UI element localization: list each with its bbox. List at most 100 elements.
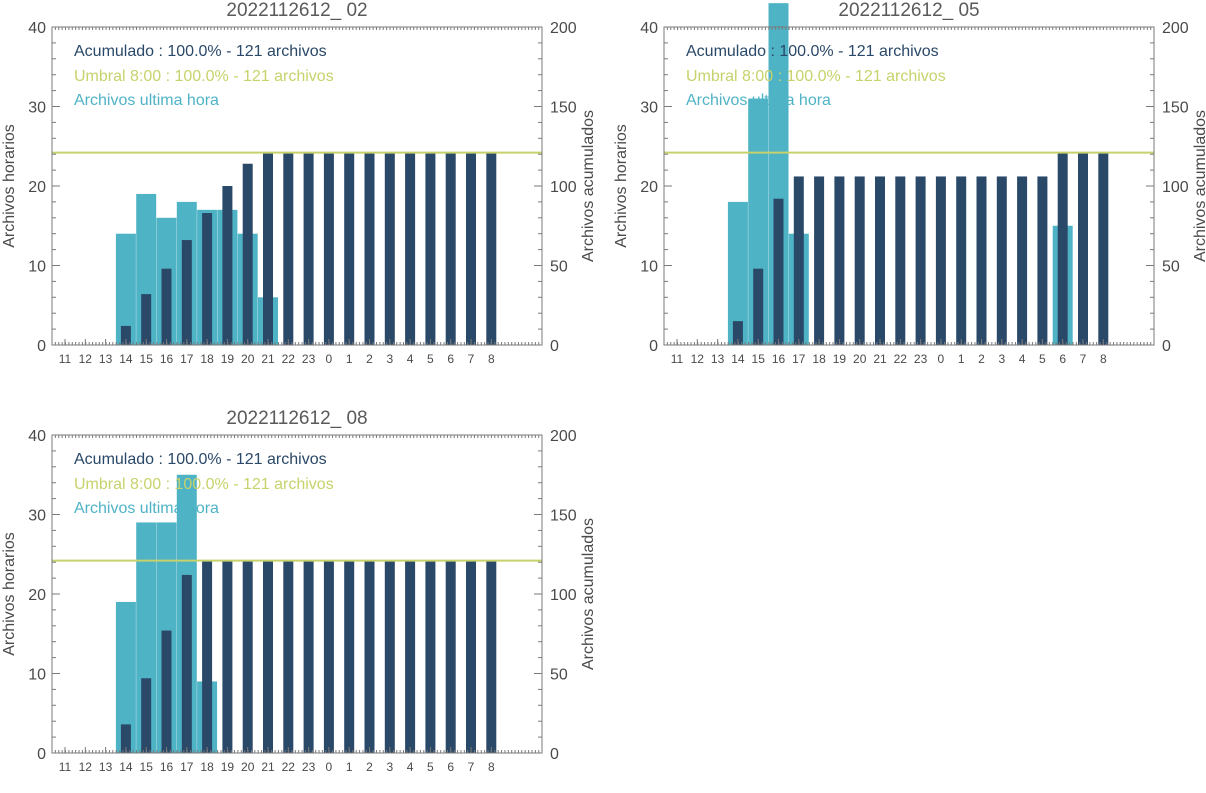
cumulative-bar-21 [875,176,885,345]
x-tick-label: 6 [1059,352,1066,366]
hourly-bar-14 [115,601,136,753]
x-tick-label: 18 [200,352,214,366]
y-tick-label: 20 [640,179,658,196]
x-tick-label: 0 [326,352,333,366]
cumulative-bar-17 [181,240,192,345]
cumulative-bar-14 [120,325,131,345]
y-tick-label: 30 [28,508,46,525]
cumulative-bar-2 [364,152,375,345]
y-tick-label: 40 [640,20,658,37]
y-tick-label: 0 [37,746,46,763]
x-tick-label: 17 [180,760,194,774]
y2-tick-label: 150 [550,508,577,525]
legend-cumulative: Acumulado : 100.0% - 121 archivos [74,43,327,60]
cumulative-bar-22 [283,560,294,753]
y2-tick-label: 200 [550,428,577,445]
plot-area [115,474,497,753]
legend-cumulative: Acumulado : 100.0% - 121 archivos [74,451,327,468]
legend-threshold: Umbral 8:00 : 100.0% - 121 archivos [74,68,334,85]
x-tick-label: 22 [282,352,296,366]
y2-axis-title: Archivos acumulados [1192,110,1206,262]
cumulative-bar-14 [732,321,743,345]
cumulative-bar-1 [344,560,355,753]
y2-tick-label: 0 [550,338,559,355]
x-tick-label: 14 [731,352,745,366]
cumulative-bar-21 [263,152,273,345]
cumulative-bar-19 [222,560,233,753]
y-tick-label: 10 [640,259,658,276]
y2-tick-label: 100 [550,587,577,604]
chart-title: 2022112612_ 08 [226,408,367,429]
y-tick-label: 20 [28,587,46,604]
cumulative-bar-8 [1098,152,1109,345]
y2-tick-label: 100 [1162,179,1189,196]
cumulative-bar-6 [445,560,456,753]
x-tick-label: 21 [261,760,275,774]
legend-threshold: Umbral 8:00 : 100.0% - 121 archivos [74,476,334,493]
x-tick-label: 2 [366,760,373,774]
x-tick-label: 22 [894,352,908,366]
y2-axis-title: Archivos acumulados [580,110,597,262]
y-tick-label: 0 [37,338,46,355]
cumulative-bar-18 [202,560,213,753]
x-tick-label: 14 [119,760,133,774]
x-tick-label: 23 [302,760,316,774]
x-tick-label: 7 [1080,352,1087,366]
chart-panel-08: 0 10 20 30 40 0 50 100 150 200 11 12 13 14 15 16 17 18 19 2… [0,408,603,793]
x-tick-label: 15 [140,760,154,774]
x-tick-label: 3 [386,760,393,774]
x-tick-label: 6 [447,760,454,774]
y2-tick-label: 50 [550,259,568,276]
cumulative-bar-23 [915,176,926,345]
y2-tick-label: 50 [550,667,568,684]
cumulative-bar-7 [466,560,476,753]
cumulative-bar-5 [425,560,436,753]
y-tick-label: 0 [649,338,658,355]
cumulative-bar-15 [141,294,152,345]
cumulative-bar-3 [996,176,1007,345]
cumulative-bar-16 [161,630,172,753]
x-tick-label: 15 [752,352,766,366]
x-tick-label: 7 [468,352,475,366]
x-tick-label: 4 [1019,352,1026,366]
cumulative-bar-3 [384,152,395,345]
x-tick-label: 5 [427,352,434,366]
x-tick-label: 0 [326,760,333,774]
x-tick-label: 8 [1100,352,1107,366]
x-tick-label: 0 [938,352,945,366]
chart-panel-02: 0 10 20 30 40 0 50 100 150 200 11 12 13 14 15 16 17 18 19 2… [0,0,603,385]
x-tick-label: 23 [302,352,316,366]
x-tick-label: 18 [812,352,826,366]
x-tick-label: 13 [99,352,113,366]
x-tick-label: 13 [99,760,113,774]
cumulative-bar-15 [753,268,764,345]
x-tick-label: 20 [853,352,867,366]
cumulative-bar-16 [773,198,784,345]
cumulative-bar-4 [405,152,416,345]
x-tick-label: 21 [873,352,887,366]
y-axis-title: Archivos horarios [1,532,18,656]
x-tick-label: 3 [386,352,393,366]
x-tick-label: 16 [160,760,174,774]
cumulative-bar-7 [1078,152,1088,345]
x-tick-label: 7 [468,760,475,774]
cumulative-bar-8 [486,152,497,345]
x-tick-label: 8 [488,352,495,366]
legend-hourly: Archivos ultima hora [686,92,831,109]
cumulative-bar-7 [466,152,476,345]
y2-axis-title: Archivos acumulados [580,518,597,670]
y2-tick-label: 150 [550,100,577,117]
legend-cumulative: Acumulado : 100.0% - 121 archivos [686,43,939,60]
cumulative-bar-17 [793,176,804,345]
x-tick-label: 2 [978,352,985,366]
cumulative-bar-0 [935,176,946,345]
x-tick-label: 14 [119,352,133,366]
x-tick-label: 11 [59,760,72,774]
cumulative-bar-2 [364,560,375,753]
cumulative-bar-5 [425,152,436,345]
cumulative-bar-6 [1057,152,1068,345]
cumulative-bar-23 [303,152,314,345]
